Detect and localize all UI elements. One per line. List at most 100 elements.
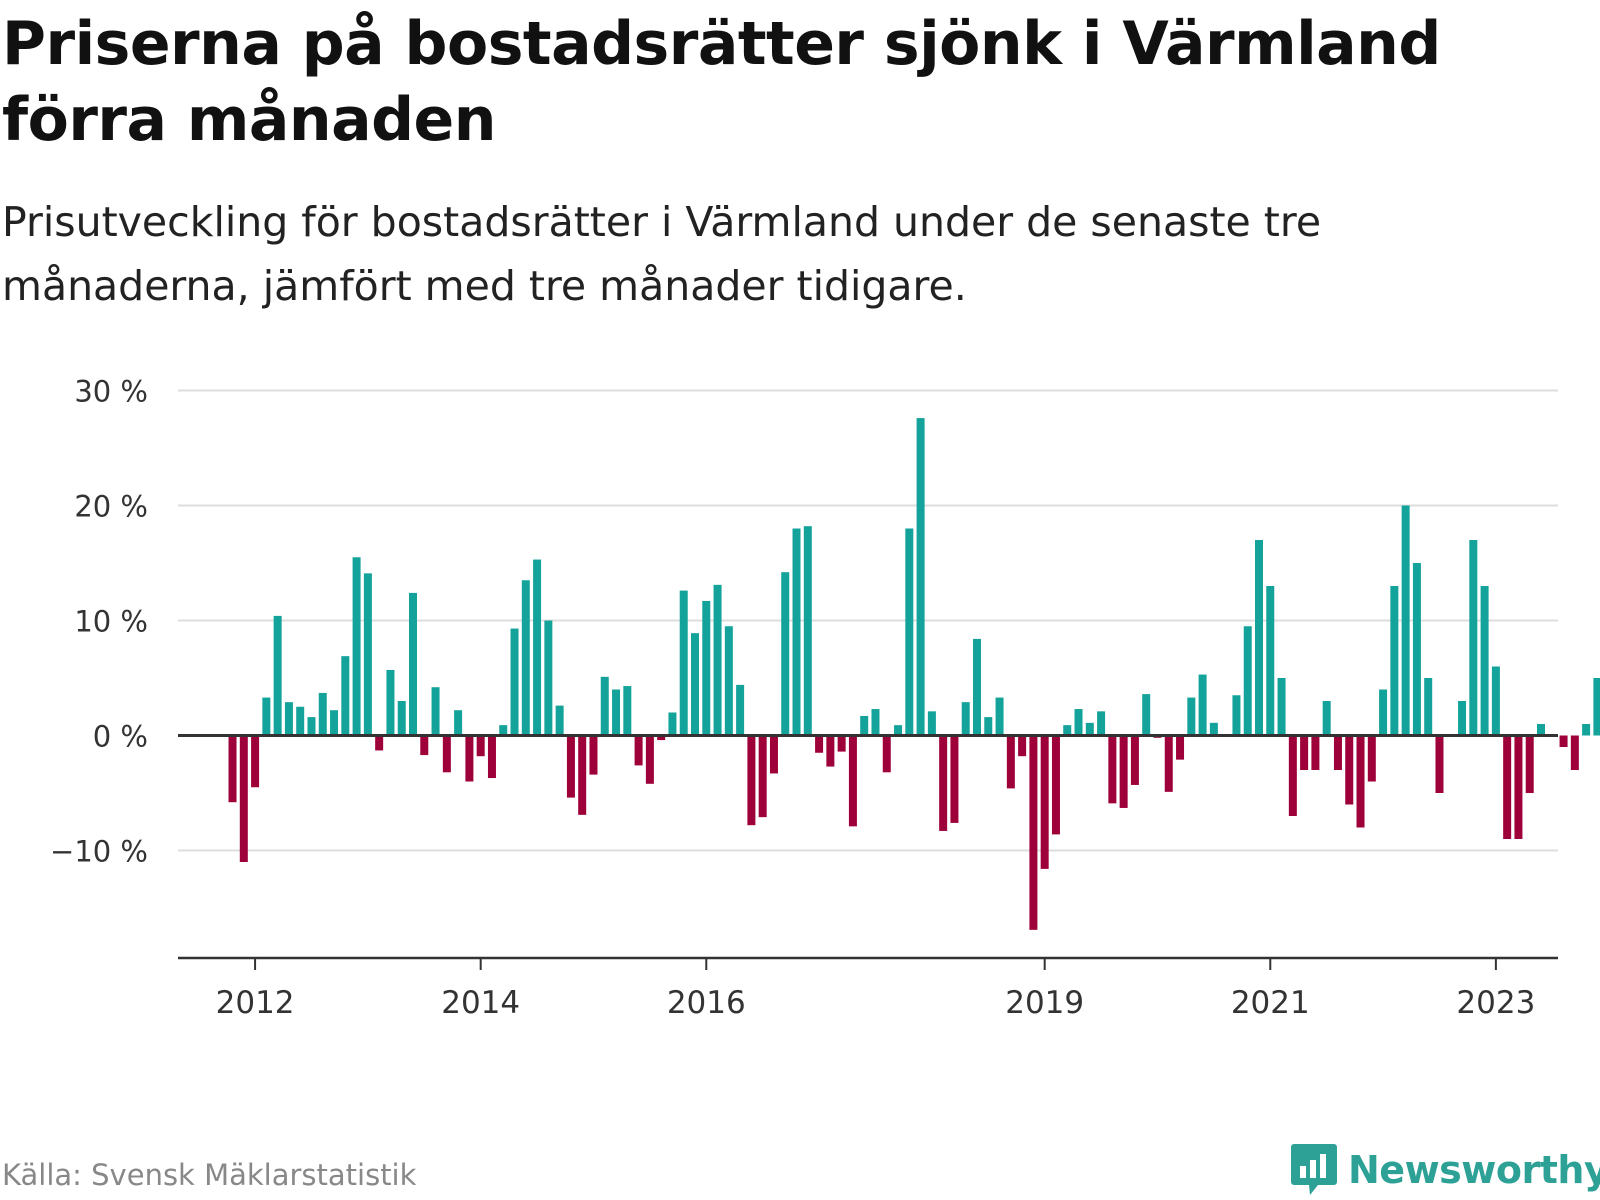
bar: [476, 735, 485, 757]
bar: [871, 709, 880, 736]
bar: [1480, 586, 1489, 736]
bar: [307, 717, 316, 736]
brand-name: Newsworthy: [1348, 1148, 1600, 1192]
bar: [984, 717, 993, 736]
bar: [420, 735, 429, 756]
bar: [939, 735, 948, 831]
bar: [1209, 722, 1218, 736]
bar: [1570, 735, 1579, 770]
bar: [1130, 735, 1139, 785]
bar: [578, 735, 587, 815]
bar: [1164, 735, 1173, 792]
bar: [1063, 725, 1072, 736]
bar: [284, 702, 293, 736]
bar: [950, 735, 959, 823]
bar: [1300, 735, 1309, 770]
y-tick-label: 10 %: [74, 605, 148, 639]
bar: [262, 697, 271, 736]
y-tick-label: 30 %: [74, 375, 148, 409]
bar: [442, 735, 451, 773]
bar: [318, 692, 327, 736]
bar: [228, 735, 237, 803]
bar: [691, 633, 699, 736]
bar: [894, 725, 903, 736]
bar: [1356, 735, 1365, 828]
bar: [589, 735, 598, 775]
bar: [1108, 735, 1117, 804]
bar: [736, 684, 745, 736]
y-tick-label: 20 %: [74, 490, 148, 524]
bar: [645, 735, 654, 784]
bar: [533, 559, 542, 736]
bar: [465, 735, 474, 782]
bar: [1435, 735, 1444, 793]
bar-chart: 30 % 20 % 10 % 0 % −10 % 2012 2014 2016 2019 202…: [50, 375, 1600, 1021]
bar: [1029, 735, 1038, 930]
bar: [409, 592, 417, 736]
bar: [1593, 678, 1600, 736]
bar: [657, 735, 666, 741]
bar: [860, 715, 869, 736]
bars: [228, 418, 1600, 930]
bar: [251, 735, 260, 788]
y-tick-label: −10 %: [50, 835, 148, 869]
bar: [1255, 540, 1263, 736]
bar: [341, 656, 350, 736]
y-axis-ticks: 30 % 20 % 10 % 0 % −10 %: [50, 375, 148, 869]
bar: [826, 735, 835, 767]
brand-logo[interactable]: Newsworthy: [1290, 1140, 1600, 1200]
bar: [905, 528, 914, 736]
bar: [600, 676, 609, 736]
x-tick-label: 2016: [667, 985, 746, 1021]
bar: [623, 686, 632, 736]
bar: [927, 711, 936, 736]
bar: [1525, 735, 1534, 793]
bar: [499, 725, 508, 736]
bar: [1367, 735, 1376, 782]
bar: [1051, 735, 1060, 835]
bar: [487, 735, 496, 779]
bar: [702, 600, 711, 736]
x-tick-label: 2021: [1231, 985, 1310, 1021]
bar: [566, 735, 575, 798]
bar: [1322, 701, 1331, 736]
bar: [612, 689, 621, 736]
bar: [916, 418, 925, 736]
bar: [1469, 540, 1478, 736]
bar: [1266, 586, 1275, 736]
bar: [1424, 678, 1433, 736]
bar: [882, 735, 891, 773]
bar: [1412, 563, 1421, 736]
bar: [1559, 735, 1568, 747]
bar: [995, 697, 1004, 736]
bar: [679, 590, 688, 736]
bar: [1458, 701, 1467, 736]
bar: [758, 735, 767, 818]
bar: [1006, 735, 1015, 789]
bar: [961, 702, 970, 736]
bar: [1040, 735, 1049, 869]
gridlines: [178, 389, 1558, 852]
bar: [454, 710, 463, 736]
bar: [1018, 735, 1027, 757]
bar: [973, 638, 981, 736]
bar: [544, 620, 553, 736]
y-tick-label: 0 %: [93, 720, 148, 754]
bar: [1198, 674, 1207, 736]
bar: [1288, 735, 1297, 816]
bar: [431, 687, 440, 736]
bar: [397, 701, 406, 736]
bar: [1232, 695, 1241, 736]
chart-subtitle: Prisutveckling för bostadsrätter i Värml…: [2, 198, 1322, 310]
bar: [634, 735, 643, 766]
bar: [296, 706, 305, 736]
bar: [1142, 694, 1151, 736]
bar: [1514, 735, 1523, 839]
bar: [803, 526, 812, 736]
x-tick-label: 2019: [1005, 985, 1084, 1021]
bar: [713, 584, 722, 736]
bar: [1074, 709, 1083, 736]
bar: [330, 710, 339, 736]
bar: [781, 572, 790, 736]
chart-title: Priserna på bostadsrätter sjönk i Värmla…: [2, 9, 1441, 155]
